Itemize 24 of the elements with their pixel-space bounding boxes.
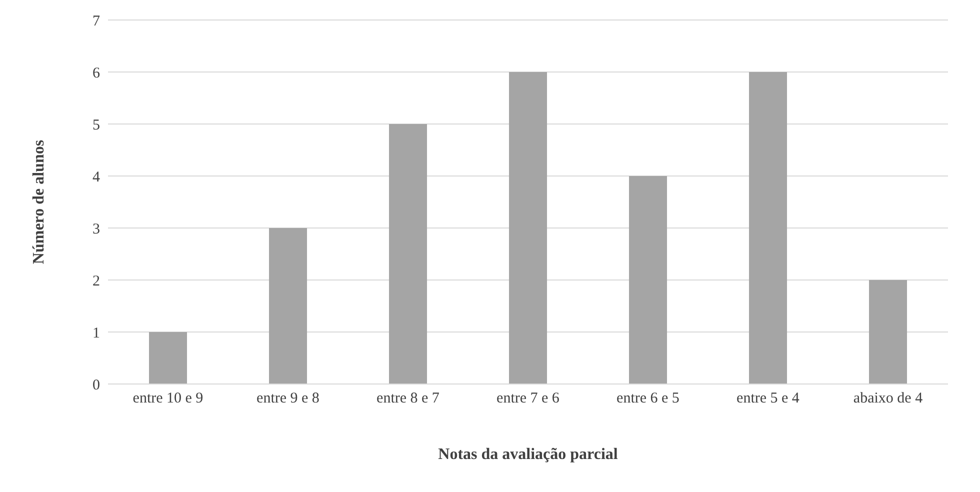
x-tick-label: entre 6 e 5: [616, 390, 680, 407]
bar: [389, 124, 427, 384]
bar: [629, 176, 667, 384]
bar: [149, 332, 187, 384]
x-tick-label: entre 5 e 4: [736, 390, 800, 407]
x-tick-label: abaixo de 4: [853, 390, 924, 407]
bar: [749, 72, 787, 384]
bar: [269, 228, 307, 384]
x-tick-label: entre 7 e 6: [496, 390, 560, 407]
bar: [869, 280, 907, 384]
y-tick-label: 3: [92, 221, 100, 238]
y-tick-label: 7: [92, 13, 100, 30]
y-tick-label: 5: [92, 117, 100, 134]
y-tick-label: 1: [92, 325, 100, 342]
y-tick-label: 4: [92, 169, 100, 186]
bar: [509, 72, 547, 384]
y-axis-title: Número de alunos: [30, 140, 48, 264]
x-tick-label: entre 10 e 9: [132, 390, 204, 407]
y-tick-label: 0: [92, 377, 100, 394]
y-tick-label: 6: [92, 65, 100, 82]
x-axis-title: Notas da avaliação parcial: [438, 446, 618, 463]
x-tick-label: entre 9 e 8: [256, 390, 320, 407]
y-tick-label: 2: [92, 273, 100, 290]
x-tick-label: entre 8 e 7: [376, 390, 440, 407]
